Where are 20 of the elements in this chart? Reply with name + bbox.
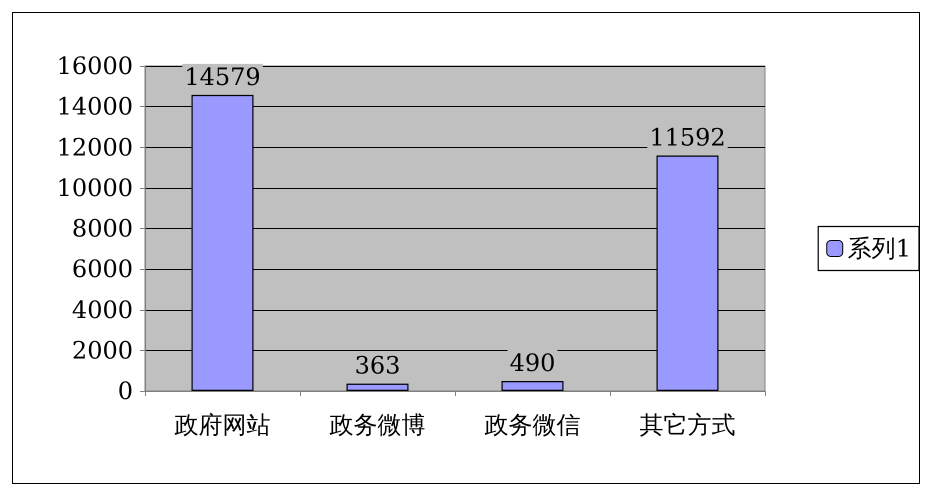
x-tick-label: 政务微博 <box>330 411 426 439</box>
y-tick-label: 14000 <box>56 92 133 121</box>
y-tick-label: 4000 <box>72 296 133 324</box>
data-label: 363 <box>354 352 400 380</box>
data-label: 490 <box>510 349 556 378</box>
x-tick-label: 其它方式 <box>640 411 736 439</box>
y-tick-label: 2000 <box>72 336 133 364</box>
y-tick-label: 6000 <box>72 255 133 284</box>
data-label: 14579 <box>184 62 261 91</box>
y-tick-label: 16000 <box>56 52 133 80</box>
y-tick-label: 0 <box>118 377 133 405</box>
y-tick-label: 10000 <box>56 174 133 202</box>
bar <box>346 384 408 391</box>
x-tick-label: 政府网站 <box>174 411 270 439</box>
bar <box>502 381 564 391</box>
y-tick-label: 12000 <box>56 133 133 162</box>
data-label: 11592 <box>649 124 726 152</box>
x-tick-label: 政务微信 <box>484 411 580 439</box>
legend-label: 系列1 <box>848 234 912 262</box>
y-tick-label: 8000 <box>72 214 133 242</box>
